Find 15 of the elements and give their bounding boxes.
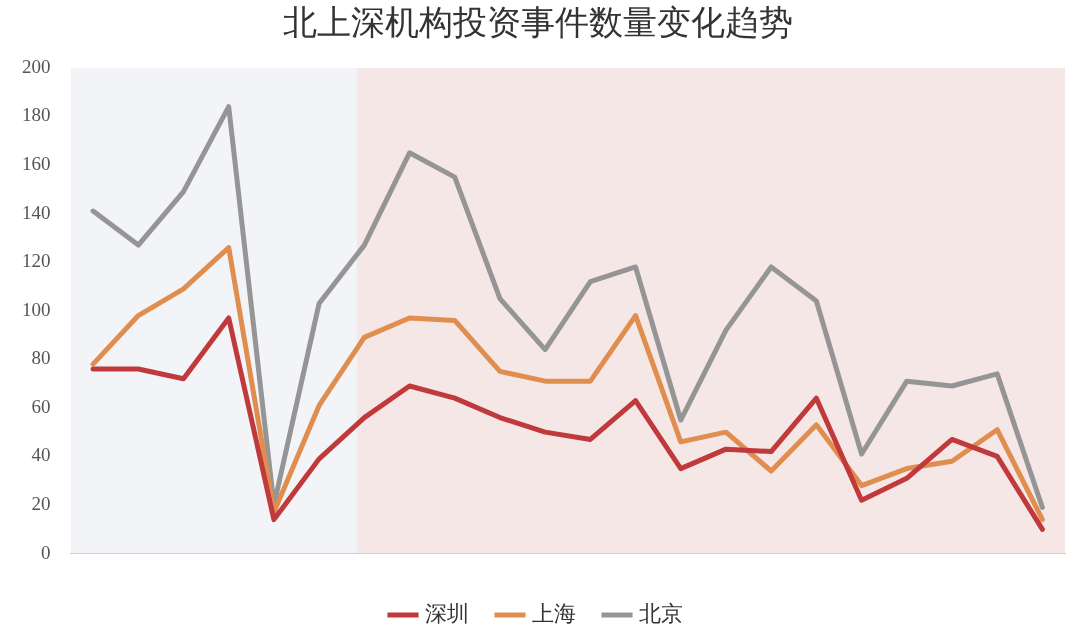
y-tick-label: 120 [22, 250, 51, 272]
legend-label: 上海 [532, 600, 576, 626]
y-tick-label: 40 [31, 444, 51, 466]
y-tick-label: 140 [22, 201, 51, 223]
y-tick-label: 100 [22, 298, 51, 320]
y-tick-label: 200 [22, 55, 51, 77]
y-tick-label: 20 [31, 493, 51, 514]
y-tick-label: 0 [41, 541, 51, 563]
legend-label: 北京 [639, 600, 683, 626]
legend-label: 深圳 [425, 600, 469, 626]
y-tick-label: 180 [22, 104, 51, 126]
chart-title: 北上深机构投资事件数量变化趋势 [282, 4, 793, 42]
y-tick-label: 60 [31, 395, 51, 417]
y-tick-label: 80 [31, 347, 51, 369]
y-tick-label: 160 [22, 152, 51, 174]
